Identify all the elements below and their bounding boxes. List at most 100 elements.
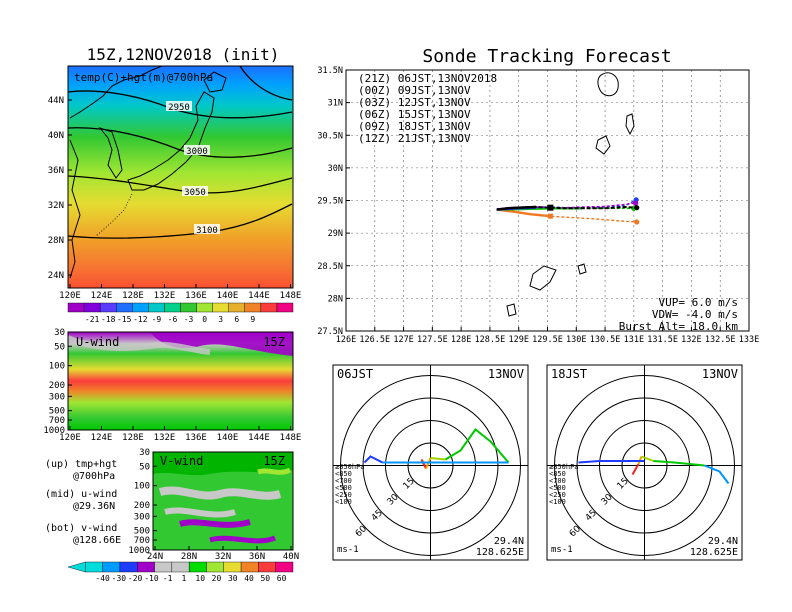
- temp-colorbar-label: -15: [117, 315, 132, 324]
- wind-colorbar-swatch: [119, 561, 138, 573]
- lon-tick-label: 140E: [217, 291, 239, 301]
- legend-up-1: (up) tmp+hgt: [45, 459, 117, 470]
- pressure-tick-label: 50: [54, 342, 65, 352]
- coastline-korea: [98, 126, 123, 179]
- uwind-time: 15Z: [263, 335, 285, 349]
- x-tick-label: 130.5E: [590, 335, 621, 345]
- lon-tick-label: 128E: [122, 291, 144, 301]
- lat-tick-label: 36N: [249, 552, 265, 562]
- wind-colorbar-swatch: [206, 561, 224, 573]
- x-tick-label: 129E: [508, 335, 528, 345]
- y-tick-label: 27.5N: [317, 327, 343, 337]
- vwind-label: V-wind: [160, 454, 203, 468]
- temp-colorbar-swatch: [212, 302, 229, 313]
- lat-tick-label: 28N: [181, 552, 197, 562]
- wind-colorbar-label: -20: [128, 574, 143, 583]
- lon-tick-label: 148E: [280, 291, 302, 301]
- contour-3000: [67, 127, 293, 158]
- hodograph-trace: [578, 460, 645, 464]
- series-legend-label: (00Z) 09JST,13NOV: [358, 84, 471, 97]
- x-tick-label: 127E: [393, 335, 413, 345]
- series-legend-label: (21Z) 06JST,13NOV2018: [358, 72, 497, 85]
- x-tick-label: 133E: [739, 335, 759, 345]
- temp-colorbar-label: 3: [218, 315, 223, 324]
- x-tick-label: 126E: [336, 335, 356, 345]
- lon-tick-label: 144E: [248, 433, 270, 443]
- y-tick-label: 28.5N: [317, 262, 343, 272]
- wind-colorbar-label: -1: [163, 574, 173, 583]
- tracking-plot: 126E 126.5E 127E 127.5E 128E 128.5E 129E 129.5E…: [317, 66, 759, 345]
- lon-tick-label: 148E: [280, 433, 302, 443]
- contour-label-3000: 3000: [186, 147, 208, 157]
- pressure-legend-label: <500: [335, 484, 352, 492]
- wind-colorbar: -40 -30 -20 -10 -1 1 10 20 30 40 50 60: [67, 561, 294, 583]
- temp-colorbar-swatch: [180, 302, 197, 313]
- temp-colorbar-swatch: [132, 302, 149, 313]
- pressure-legend-label: <850: [335, 470, 352, 478]
- pressure-tick-label: 100: [49, 362, 65, 372]
- vwind-lat-ticks: 24N 28N 32N 36N 40N: [147, 546, 299, 562]
- lat-tick-label: 24N: [147, 552, 163, 562]
- wind-colorbar-swatch: [258, 561, 276, 573]
- ryukyu-islands: [95, 193, 133, 237]
- wind-colorbar-label: 50: [260, 574, 270, 583]
- series-line: [496, 208, 637, 223]
- series-line-solid: [496, 208, 551, 218]
- temp-colorbar-label: -9: [152, 315, 162, 324]
- series-endpoint: [634, 219, 640, 225]
- wind-colorbar-swatch: [275, 561, 294, 573]
- pressure-tick-label: 30: [139, 448, 150, 458]
- temp-colorbar-swatch: [260, 302, 278, 313]
- pressure-tick-label: 700: [49, 416, 65, 426]
- series-endpoint: [634, 205, 640, 211]
- lat-tick-label: 28N: [48, 236, 64, 246]
- wind-colorbar-swatch: [240, 561, 259, 573]
- temp-colorbar: -21 -18 -15 -12 -9 -6 -3 0 3 6 9: [67, 302, 294, 324]
- hodograph-units: ms-1: [337, 545, 359, 555]
- lon-tick-label: 120E: [59, 291, 81, 301]
- wind-colorbar-swatch: [223, 561, 242, 573]
- y-tick-label: 31.5N: [317, 66, 343, 76]
- contour-2950b: [239, 65, 293, 101]
- lat-tick-label: 40N: [283, 552, 299, 562]
- x-tick-label: 131E: [624, 335, 644, 345]
- burst-marker: [547, 204, 554, 211]
- wind-colorbar-swatch: [171, 561, 190, 573]
- map-lon-ticks: 120E 124E 128E 132E 136E 140E 144E 148E: [59, 284, 301, 301]
- series-legend-label: (09Z) 18JST,13NOV: [358, 120, 471, 133]
- wind-colorbar-label: -30: [112, 574, 127, 583]
- lat-tick-label: 32N: [215, 552, 231, 562]
- contour-label-3050: 3050: [184, 188, 206, 198]
- series-line: [496, 205, 637, 211]
- series-legend-label: (06Z) 15JST,13NOV: [358, 108, 471, 121]
- series-legend-label: (12Z) 21JST,13NOV: [358, 132, 471, 145]
- uwind-label: U-wind: [76, 335, 119, 349]
- wind-colorbar-swatch: [67, 561, 86, 573]
- series-endpoint: [632, 200, 639, 206]
- hodograph-lon: 128.625E: [476, 547, 524, 558]
- island-outline: [597, 72, 619, 97]
- temp-colorbar-label: -18: [101, 315, 116, 324]
- pressure-legend-label: ≥850hPa: [335, 463, 365, 471]
- island-outline: [625, 113, 635, 136]
- left-title: 15Z,12NOV2018 (init): [87, 45, 280, 64]
- lat-tick-label: 24N: [48, 271, 64, 281]
- hodograph-time: 06JST: [337, 367, 373, 381]
- pressure-tick-label: 300: [134, 512, 150, 522]
- wind-colorbar-label: 30: [228, 574, 238, 583]
- pressure-tick-label: 100: [134, 482, 150, 492]
- lon-tick-label: 136E: [185, 291, 207, 301]
- y-tick-label: 29.5N: [317, 197, 343, 207]
- pressure-tick-label: 500: [49, 407, 65, 417]
- temp-colorbar-swatch: [99, 302, 117, 313]
- hodograph-trace: [444, 428, 510, 464]
- uwind-lon-ticks: 120E 124E 128E 132E 136E 140E 144E 148E: [59, 426, 301, 443]
- lon-tick-label: 144E: [248, 291, 270, 301]
- legend-up-2: @700hPa: [73, 471, 115, 482]
- contour-label-2950: 2950: [168, 103, 190, 113]
- temp-colorbar-swatch: [244, 302, 262, 313]
- island-outline: [529, 265, 557, 291]
- legend-bot-1: (bot) v-wind: [45, 523, 117, 534]
